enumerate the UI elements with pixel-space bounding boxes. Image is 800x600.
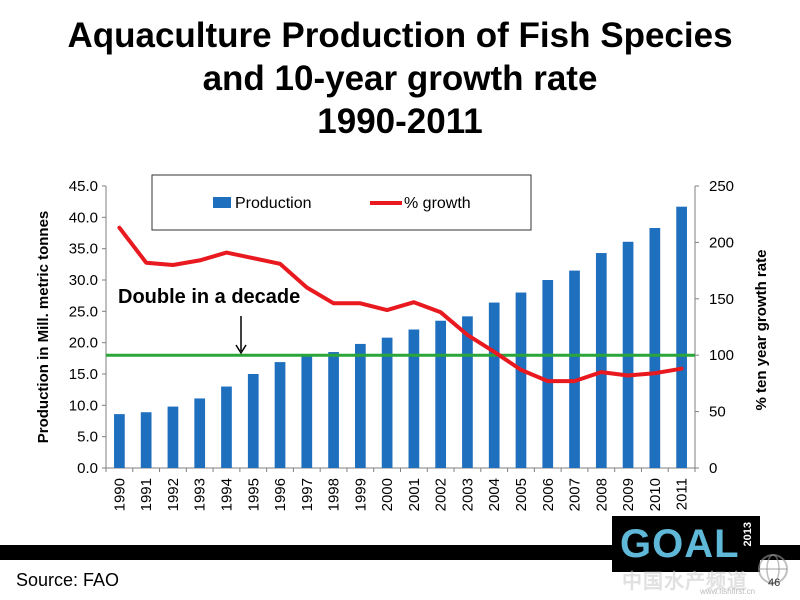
x-tick-label: 1995 [245, 478, 262, 511]
x-tick-label: 2000 [379, 478, 396, 511]
growth-line [117, 225, 684, 384]
production-bar [488, 302, 500, 468]
left-tick-label: 25.0 [69, 303, 98, 320]
right-tick-label: 150 [709, 291, 734, 308]
x-tick-label: 1996 [272, 478, 289, 511]
right-axis-title: % ten year growth rate [753, 250, 770, 411]
left-tick-label: 35.0 [69, 241, 98, 258]
legend-growth-label: % growth [404, 195, 471, 212]
production-bar [676, 206, 687, 468]
production-bar [274, 362, 286, 468]
production-bar [462, 316, 473, 468]
production-bar [328, 352, 339, 468]
legend-production-swatch [213, 197, 231, 208]
left-axis-title: Production in Mill. metric tonnes [35, 211, 52, 444]
right-tick-label: 250 [709, 178, 734, 195]
annotation-text: Double in a decade [118, 286, 300, 308]
right-tick-label: 100 [709, 347, 734, 364]
production-bar [167, 406, 179, 468]
annotation-arrow-head [235, 344, 247, 355]
globe-icon [758, 554, 788, 584]
x-tick-label: 2001 [406, 478, 423, 511]
x-tick-label: 1998 [326, 478, 343, 511]
x-tick-label: 2009 [620, 478, 637, 511]
production-bar [354, 343, 366, 468]
production-bar [301, 355, 313, 468]
x-tick-label: 2011 [674, 478, 691, 510]
production-bar [247, 374, 259, 468]
production-bar [381, 337, 393, 468]
title-line-2: and 10-year growth rate [202, 59, 598, 98]
logo-year: 2013 [742, 522, 754, 547]
chart-title: Aquaculture Production of Fish Species a… [0, 14, 800, 143]
production-bar [542, 280, 554, 468]
left-tick-label: 15.0 [69, 366, 98, 383]
x-tick-label: 1991 [138, 478, 155, 511]
x-tick-label: 2005 [513, 478, 530, 511]
left-tick-label: 30.0 [69, 272, 98, 289]
x-tick-label: 1992 [165, 478, 182, 511]
production-bar [140, 412, 152, 468]
logo-text: GOAL [620, 522, 740, 566]
legend-box [151, 174, 532, 231]
production-bar [194, 398, 206, 468]
production-bar [569, 270, 580, 468]
x-tick-label: 1990 [111, 478, 128, 511]
x-tick-label: 2002 [433, 478, 450, 511]
x-tick-label: 1994 [218, 478, 235, 511]
combo-chart: 0.0 5.0 10.0 15.0 20.0 25.0 30.0 35.0 40.0 45.0 0 5… [35, 174, 770, 511]
footer-bar [0, 545, 800, 560]
source-text: Source: FAO [16, 570, 120, 590]
title-line-3: 1990-2011 [317, 102, 483, 141]
x-tick-label: 2008 [593, 478, 610, 511]
left-tick-label: 20.0 [69, 335, 98, 352]
left-tick-label: 45.0 [69, 178, 98, 195]
legend-production-label: Production [235, 195, 312, 212]
x-tick-label: 1999 [352, 478, 369, 511]
right-tick-label: 0 [709, 460, 717, 477]
goal-logo: GOAL 2013 [612, 516, 760, 572]
production-bar [114, 414, 125, 468]
left-tick-label: 10.0 [69, 397, 98, 414]
x-tick-label: 2004 [486, 478, 503, 511]
production-bar [649, 227, 661, 468]
page-number: 46 [768, 577, 781, 589]
x-tick-label: 1997 [299, 478, 316, 511]
x-tick-label: 2003 [459, 478, 476, 511]
right-tick-label: 200 [709, 234, 734, 251]
title-line-1: Aquaculture Production of Fish Species [67, 16, 733, 55]
left-tick-label: 0.0 [77, 460, 98, 477]
right-tick-label: 50 [709, 404, 726, 421]
production-bar [515, 292, 527, 468]
production-bar [595, 253, 607, 468]
x-tick-label: 2006 [540, 478, 557, 511]
x-tick-label: 2007 [567, 478, 584, 511]
x-tick-label: 1993 [192, 478, 209, 511]
production-bar [408, 329, 420, 468]
left-tick-label: 40.0 [69, 209, 98, 226]
production-bar [221, 386, 232, 468]
x-tick-label: 2010 [647, 478, 664, 511]
left-tick-label: 5.0 [77, 429, 98, 446]
production-bar [435, 320, 447, 468]
watermark-text: 中国水产频道 [622, 569, 748, 593]
watermark-url: www.fishfirst.cn [700, 587, 756, 596]
